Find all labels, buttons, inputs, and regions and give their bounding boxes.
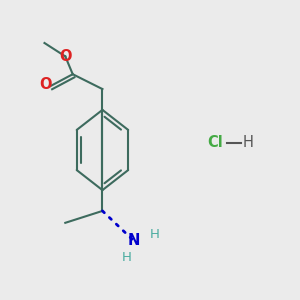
Text: H: H: [149, 228, 159, 241]
Text: H: H: [121, 251, 131, 264]
Text: H: H: [243, 135, 254, 150]
Text: O: O: [59, 49, 71, 64]
Text: N: N: [128, 233, 140, 248]
Text: Cl: Cl: [208, 135, 223, 150]
Text: O: O: [40, 77, 52, 92]
